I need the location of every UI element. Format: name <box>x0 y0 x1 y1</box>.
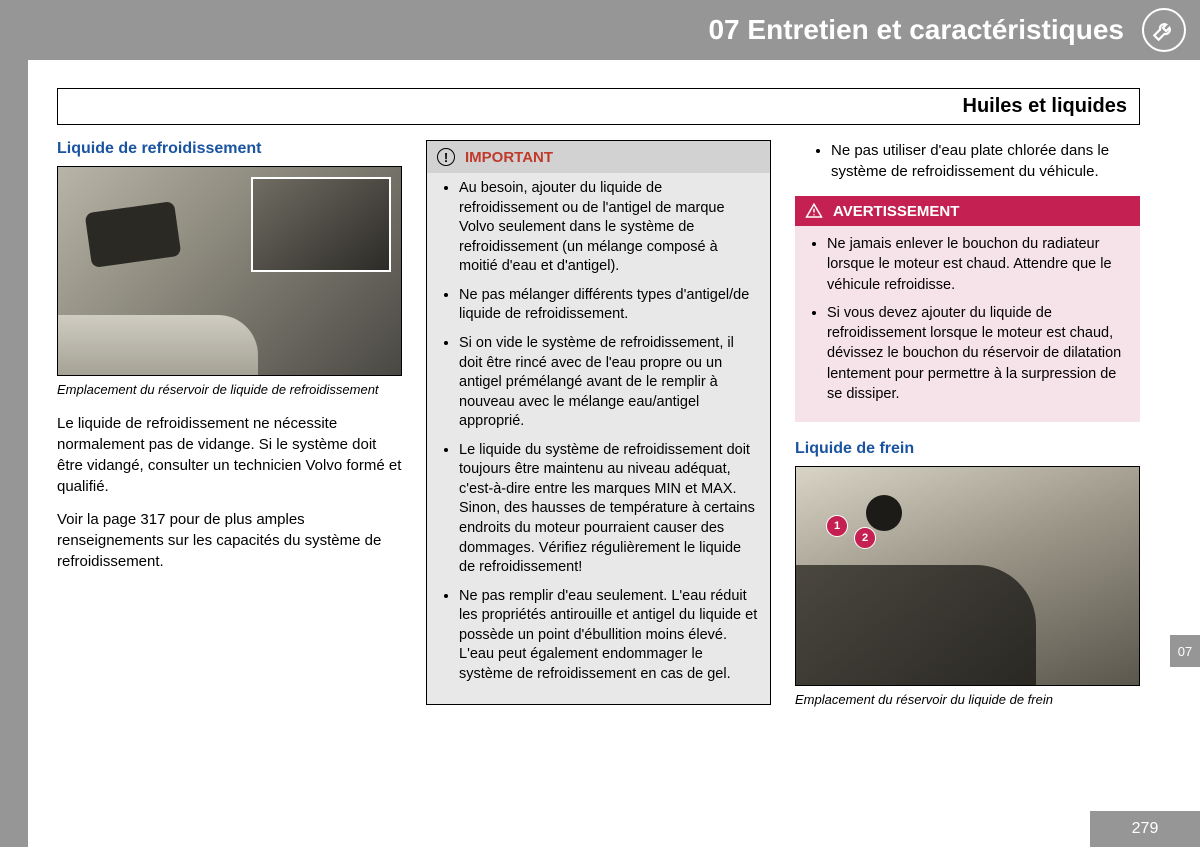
section-subheader: Huiles et liquides <box>57 88 1140 125</box>
col3-top-item: Ne pas utiliser d'eau plate chlorée dans… <box>831 140 1140 182</box>
content-columns: Liquide de refroidissement Emplacement d… <box>57 140 1140 723</box>
side-chapter-tab: 07 <box>1170 635 1200 667</box>
coolant-para-1: Le liquide de refroidissement ne nécessi… <box>57 413 402 497</box>
callout-badge-2: 2 <box>854 527 876 549</box>
important-box: ! IMPORTANT Au besoin, ajouter du liquid… <box>426 140 771 705</box>
brake-fluid-heading: Liquide de frein <box>795 440 1140 458</box>
important-header: ! IMPORTANT <box>427 141 770 173</box>
left-margin-bar <box>0 0 28 847</box>
warning-body: Ne jamais enlever le bouchon du radiateu… <box>795 226 1140 422</box>
chapter-title: 07 Entretien et caractéristiques <box>708 14 1124 46</box>
page-number: 279 <box>1090 811 1200 847</box>
important-item: Le liquide du système de refroidissement… <box>459 441 760 578</box>
warning-triangle-icon <box>805 202 823 220</box>
column-3: Ne pas utiliser d'eau plate chlorée dans… <box>795 140 1140 723</box>
important-item: Au besoin, ajouter du liquide de refroid… <box>459 179 760 277</box>
important-title: IMPORTANT <box>465 149 553 166</box>
warning-title: AVERTISSEMENT <box>833 203 959 220</box>
warning-box: AVERTISSEMENT Ne jamais enlever le bouch… <box>795 196 1140 422</box>
warning-header: AVERTISSEMENT <box>795 196 1140 226</box>
column-1: Liquide de refroidissement Emplacement d… <box>57 140 402 723</box>
coolant-photo <box>57 166 402 376</box>
warning-item: Ne jamais enlever le bouchon du radiateu… <box>827 234 1130 295</box>
chapter-header: 07 Entretien et caractéristiques <box>28 0 1200 60</box>
col3-top-list: Ne pas utiliser d'eau plate chlorée dans… <box>795 140 1140 182</box>
brake-fluid-caption: Emplacement du réservoir du liquide de f… <box>795 692 1140 709</box>
column-2: ! IMPORTANT Au besoin, ajouter du liquid… <box>426 140 771 723</box>
brake-fluid-photo: 1 2 <box>795 466 1140 686</box>
important-item: Ne pas mélanger différents types d'antig… <box>459 286 760 325</box>
info-icon: ! <box>437 148 455 166</box>
coolant-caption: Emplacement du réservoir de liquide de r… <box>57 382 402 399</box>
warning-item: Si vous devez ajouter du liquide de refr… <box>827 303 1130 404</box>
important-item: Si on vide le système de refroidissement… <box>459 334 760 432</box>
coolant-heading: Liquide de refroidissement <box>57 140 402 158</box>
callout-badge-1: 1 <box>826 515 848 537</box>
coolant-para-2: Voir la page 317 pour de plus amples ren… <box>57 509 402 572</box>
wrench-icon <box>1142 8 1186 52</box>
important-body: Au besoin, ajouter du liquide de refroid… <box>427 173 770 704</box>
important-item: Ne pas remplir d'eau seulement. L'eau ré… <box>459 587 760 685</box>
